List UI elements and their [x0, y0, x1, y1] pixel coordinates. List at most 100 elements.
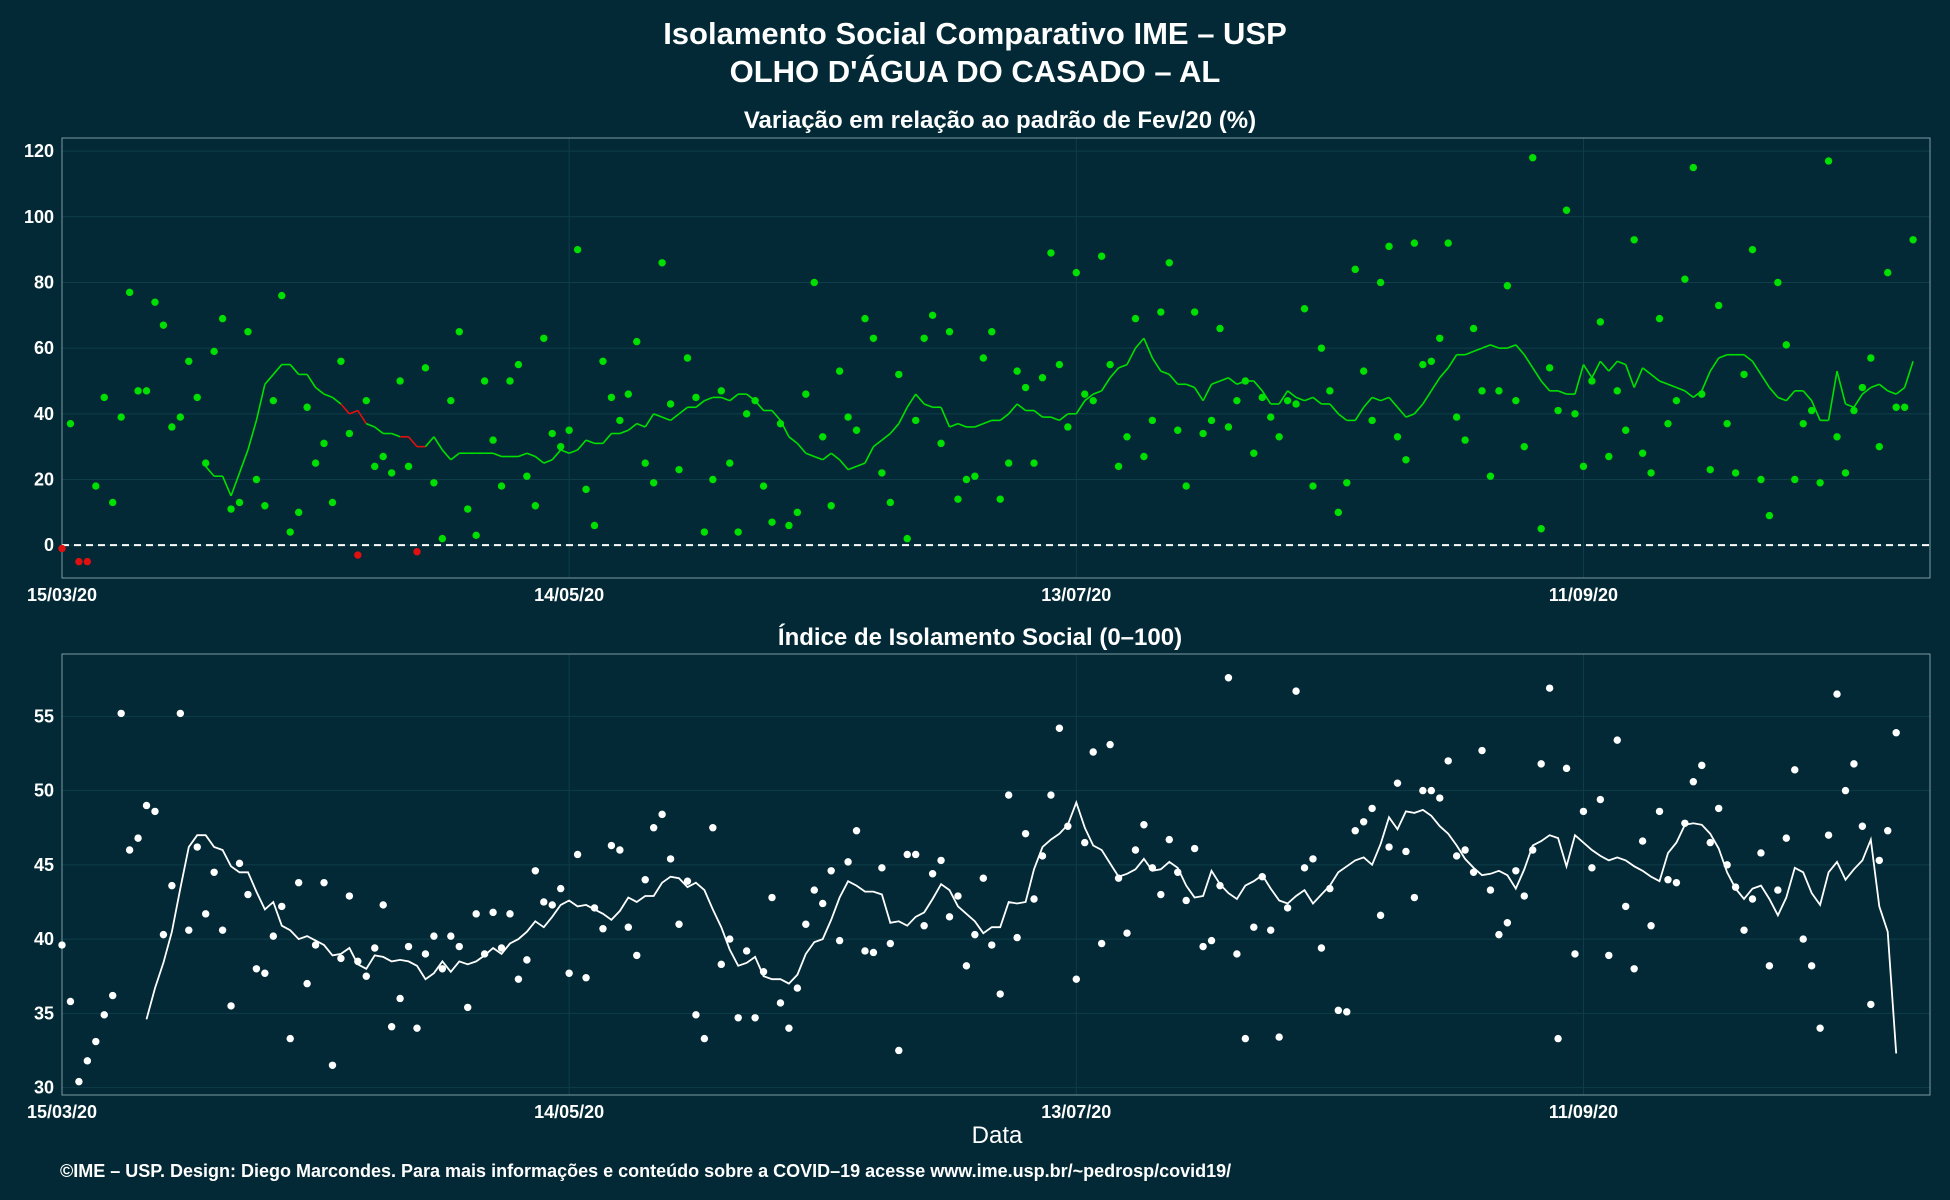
moving-average-segment — [1202, 383, 1213, 402]
moving-average-segment — [1642, 367, 1652, 376]
daily-data-point — [1740, 370, 1748, 379]
moving-average-segment — [1616, 360, 1627, 366]
daily-data-point — [717, 387, 725, 395]
moving-average-segment — [1659, 380, 1669, 386]
daily-data-point — [396, 377, 404, 385]
daily-data-point — [726, 935, 734, 943]
moving-average-segment — [492, 452, 502, 458]
daily-data-point — [362, 396, 370, 405]
daily-data-point — [345, 429, 354, 438]
daily-data-point — [1157, 890, 1165, 899]
daily-data-point — [1714, 804, 1723, 813]
moving-average-segment — [518, 452, 528, 458]
daily-data-point — [1672, 878, 1681, 887]
daily-data-point — [1799, 935, 1807, 943]
daily-data-point — [1807, 962, 1816, 970]
daily-data-point — [531, 502, 540, 510]
daily-data-point — [176, 709, 185, 718]
daily-data-point — [379, 901, 387, 909]
daily-data-point — [768, 893, 776, 902]
daily-data-point — [1647, 469, 1655, 477]
daily-data-point — [320, 878, 328, 887]
daily-data-point — [1123, 433, 1131, 441]
daily-data-point — [1529, 846, 1537, 854]
daily-data-point — [159, 930, 168, 939]
daily-data-point — [430, 932, 438, 940]
daily-data-point — [599, 924, 607, 933]
daily-data-point — [1114, 874, 1123, 882]
moving-average-segment — [771, 410, 782, 421]
daily-data-point — [303, 403, 311, 411]
daily-data-point — [1343, 1008, 1351, 1016]
daily-data-point — [185, 357, 193, 365]
y-tick-label: 50 — [34, 781, 54, 801]
daily-data-point — [573, 850, 582, 859]
daily-data-point — [472, 531, 480, 540]
daily-data-point — [1267, 926, 1275, 934]
moving-average-segment — [331, 396, 342, 405]
moving-average-segment — [856, 462, 866, 468]
moving-average-segment — [1253, 380, 1263, 392]
daily-data-point — [590, 904, 599, 912]
daily-data-point — [1731, 469, 1740, 477]
daily-data-point — [590, 521, 599, 530]
x-tick-label: 11/09/20 — [1549, 1102, 1618, 1122]
moving-average-segment — [1887, 390, 1897, 395]
moving-average-segment — [1109, 367, 1120, 379]
daily-data-point — [252, 965, 261, 973]
daily-data-point — [548, 429, 556, 438]
moving-average-segment — [1118, 363, 1128, 369]
moving-average-segment — [1870, 383, 1880, 389]
moving-average-segment — [230, 472, 241, 497]
moving-average-segment — [949, 422, 959, 428]
daily-data-point — [269, 932, 278, 940]
daily-data-point — [455, 328, 463, 336]
y-tick-label: 40 — [34, 404, 54, 424]
moving-average-segment — [923, 403, 933, 408]
daily-data-point — [1030, 895, 1038, 903]
moving-average-segment — [915, 393, 925, 405]
daily-data-point — [1199, 942, 1207, 951]
daily-data-point — [1892, 728, 1900, 737]
daily-data-point — [311, 459, 320, 467]
daily-data-point — [1410, 893, 1419, 902]
daily-data-point — [624, 923, 633, 931]
daily-data-point — [438, 534, 447, 543]
moving-average-segment — [221, 475, 232, 497]
moving-average-segment — [433, 436, 444, 451]
daily-data-point — [1233, 950, 1241, 958]
daily-data-point — [1190, 308, 1199, 316]
daily-data-point — [928, 870, 937, 878]
moving-average-segment — [1371, 396, 1381, 402]
daily-data-point — [1021, 383, 1030, 392]
daily-data-point — [1605, 951, 1613, 960]
daily-data-point — [1123, 929, 1131, 937]
figure-title-line1: Isolamento Social Comparativo IME – USP — [663, 16, 1287, 51]
daily-data-point — [1774, 278, 1782, 287]
daily-data-point — [683, 354, 692, 362]
daily-data-point — [1165, 835, 1173, 844]
daily-data-point — [751, 1014, 759, 1022]
daily-data-point — [83, 1057, 92, 1065]
daily-data-point — [1461, 846, 1469, 854]
daily-data-point — [895, 1046, 903, 1055]
daily-data-point — [1875, 856, 1883, 865]
daily-data-point — [413, 548, 421, 556]
daily-data-point — [531, 867, 540, 875]
daily-data-point — [117, 413, 125, 421]
moving-average-segment — [1016, 403, 1027, 412]
moving-average-segment — [704, 396, 714, 402]
moving-average-segment — [1473, 347, 1483, 353]
daily-data-point — [430, 479, 438, 487]
daily-data-point — [1562, 764, 1571, 773]
moving-average-segment — [1540, 380, 1551, 392]
daily-data-point — [692, 393, 700, 402]
panel-frame — [61, 653, 1931, 1096]
daily-data-point — [1765, 511, 1774, 520]
daily-data-point — [692, 1011, 700, 1019]
moving-average-segment — [1760, 373, 1771, 388]
daily-data-point — [548, 901, 556, 909]
daily-data-point — [159, 321, 168, 329]
daily-data-point — [396, 994, 404, 1003]
daily-data-point — [506, 910, 514, 918]
